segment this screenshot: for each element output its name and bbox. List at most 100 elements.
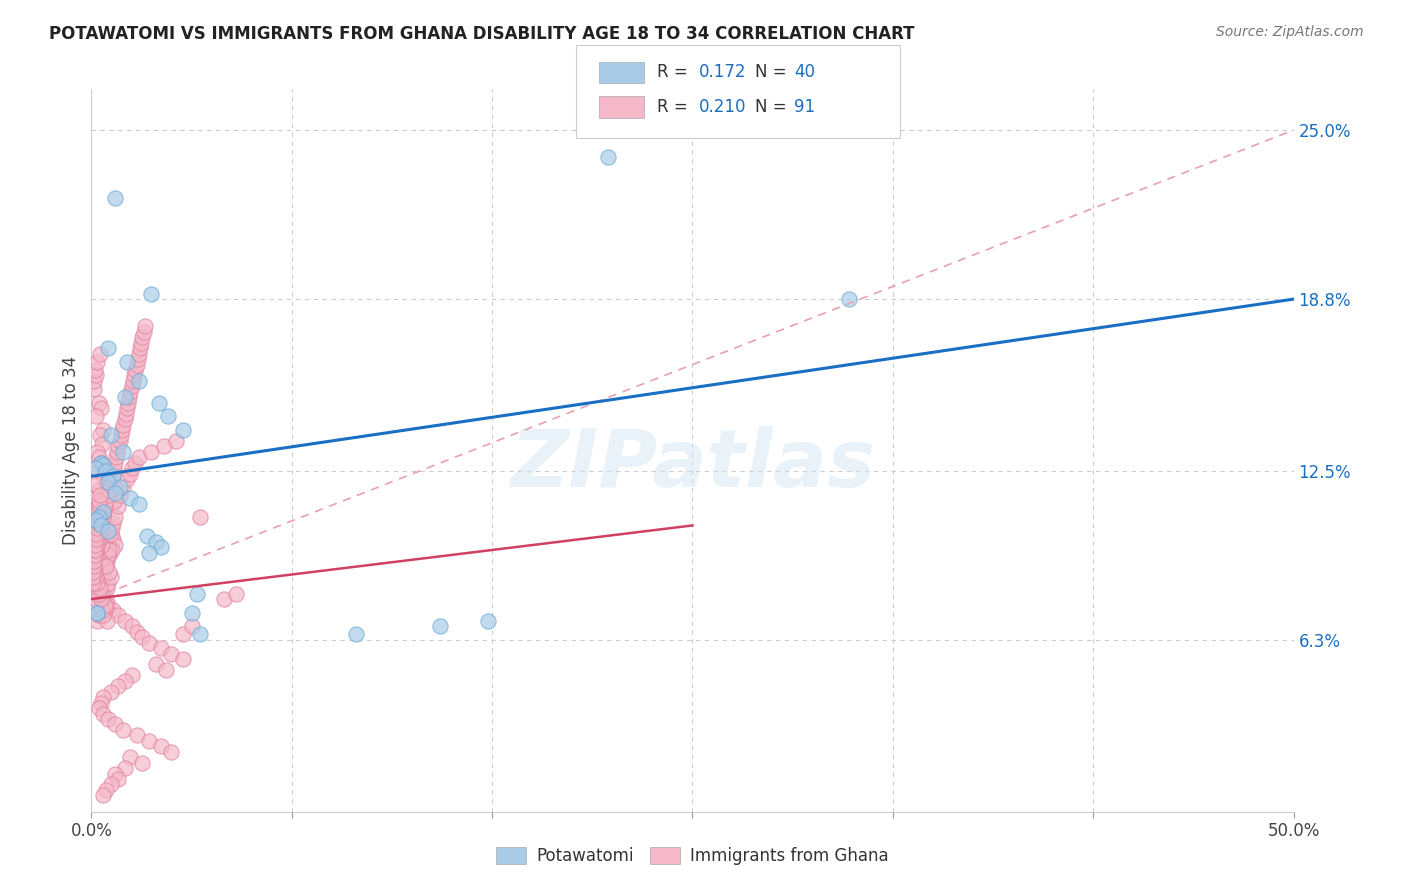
Point xyxy=(87,526,110,541)
Point xyxy=(104,450,127,465)
Text: N =: N = xyxy=(755,98,792,116)
Point xyxy=(86,606,108,620)
Point xyxy=(86,445,108,459)
Point xyxy=(93,505,115,519)
Point xyxy=(84,570,107,584)
Point xyxy=(91,436,114,450)
Point xyxy=(188,510,211,524)
Point xyxy=(87,510,110,524)
Point xyxy=(84,513,107,527)
Point xyxy=(94,500,117,514)
Point xyxy=(114,412,136,426)
Point xyxy=(186,586,208,600)
Point xyxy=(91,565,114,579)
Point xyxy=(98,543,121,558)
Point xyxy=(86,355,108,369)
Point xyxy=(111,445,134,459)
Point xyxy=(148,396,170,410)
Point xyxy=(152,439,174,453)
Point xyxy=(87,497,110,511)
Point xyxy=(107,500,129,514)
Point xyxy=(93,603,115,617)
Point xyxy=(89,494,111,508)
Point xyxy=(94,554,117,568)
Point xyxy=(138,734,160,748)
Point xyxy=(86,549,108,563)
Point xyxy=(84,363,107,377)
Point xyxy=(89,521,111,535)
Point xyxy=(104,510,127,524)
Point xyxy=(838,292,860,306)
Point xyxy=(84,368,107,383)
Point xyxy=(97,488,120,502)
Point xyxy=(90,516,112,530)
Point xyxy=(138,635,160,649)
Text: 91: 91 xyxy=(794,98,815,116)
Point xyxy=(138,546,160,560)
Point xyxy=(97,575,120,590)
Point xyxy=(212,592,235,607)
Point xyxy=(94,559,117,574)
Point xyxy=(96,581,118,595)
Point xyxy=(100,526,122,541)
Point xyxy=(93,458,115,473)
Point xyxy=(104,766,127,780)
Point xyxy=(96,554,118,568)
Point xyxy=(118,467,141,481)
Point xyxy=(134,319,156,334)
Point xyxy=(118,390,141,404)
Point xyxy=(118,491,141,505)
Text: 40: 40 xyxy=(794,63,815,81)
Point xyxy=(121,379,143,393)
Point xyxy=(128,374,150,388)
Point xyxy=(598,150,620,164)
Point xyxy=(97,341,120,355)
Point xyxy=(89,428,111,442)
Point xyxy=(97,549,120,563)
Text: ZIPatlas: ZIPatlas xyxy=(510,425,875,504)
Point xyxy=(101,469,124,483)
Point xyxy=(87,581,110,595)
Point xyxy=(103,494,125,508)
Point xyxy=(84,537,107,551)
Point xyxy=(477,614,499,628)
Text: POTAWATOMI VS IMMIGRANTS FROM GHANA DISABILITY AGE 18 TO 34 CORRELATION CHART: POTAWATOMI VS IMMIGRANTS FROM GHANA DISA… xyxy=(49,25,915,43)
Point xyxy=(87,586,110,600)
Point xyxy=(100,526,122,541)
Point xyxy=(111,480,134,494)
Point xyxy=(93,559,115,574)
Point xyxy=(101,603,124,617)
Point xyxy=(84,543,107,558)
Point xyxy=(93,598,115,612)
Point xyxy=(94,559,117,574)
Point xyxy=(84,598,107,612)
Point xyxy=(129,341,152,355)
Point xyxy=(114,761,136,775)
Point xyxy=(98,565,121,579)
Point xyxy=(125,624,148,639)
Point xyxy=(150,739,173,754)
Point xyxy=(98,477,121,491)
Point xyxy=(84,592,107,607)
Point xyxy=(127,352,149,367)
Point xyxy=(83,374,105,388)
Point xyxy=(150,641,173,656)
Point xyxy=(86,575,108,590)
Point xyxy=(125,358,148,372)
Point xyxy=(82,570,104,584)
Point xyxy=(188,627,211,641)
Point xyxy=(97,488,120,502)
Point xyxy=(110,480,132,494)
Point xyxy=(172,423,194,437)
Point xyxy=(105,445,128,459)
Point xyxy=(98,549,121,563)
Point xyxy=(94,464,117,478)
Point xyxy=(89,488,111,502)
Point xyxy=(181,606,204,620)
Point xyxy=(86,526,108,541)
Point xyxy=(83,382,105,396)
Point xyxy=(84,565,107,579)
Point xyxy=(104,191,127,205)
Point xyxy=(93,706,115,721)
Text: 0.210: 0.210 xyxy=(699,98,747,116)
